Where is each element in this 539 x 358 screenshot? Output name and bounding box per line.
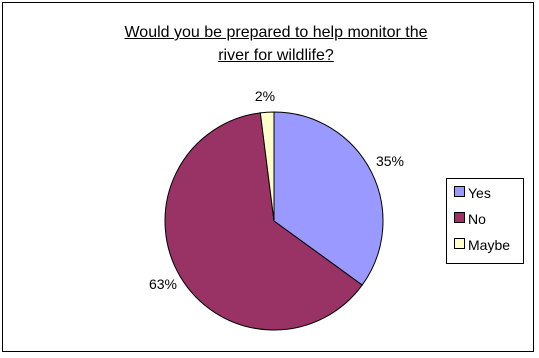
legend-swatch-maybe (454, 238, 465, 249)
data-label-maybe: 2% (255, 88, 275, 104)
pie-slice-yes (273, 111, 384, 286)
data-label-no: 63% (149, 276, 177, 292)
legend-label-no: No (468, 211, 486, 227)
legend-item-yes: Yes (454, 185, 491, 201)
chart-title-line-1: Would you be prepared to help monitor th… (124, 24, 428, 41)
legend-label-yes: Yes (468, 185, 491, 201)
pie-slice-maybe (259, 111, 275, 222)
legend-label-maybe: Maybe (468, 237, 511, 253)
chart-title: Would you be prepared to help monitor th… (0, 21, 539, 67)
chart-title-line-2: river for wildlife? (218, 47, 334, 64)
legend: Yes No Maybe (446, 178, 524, 264)
data-label-yes: 35% (376, 153, 404, 169)
legend-item-maybe: Maybe (454, 237, 510, 253)
legend-swatch-yes (454, 186, 465, 197)
pie-slice-no (164, 112, 363, 331)
legend-swatch-no (454, 212, 465, 223)
legend-item-no: No (454, 211, 486, 227)
